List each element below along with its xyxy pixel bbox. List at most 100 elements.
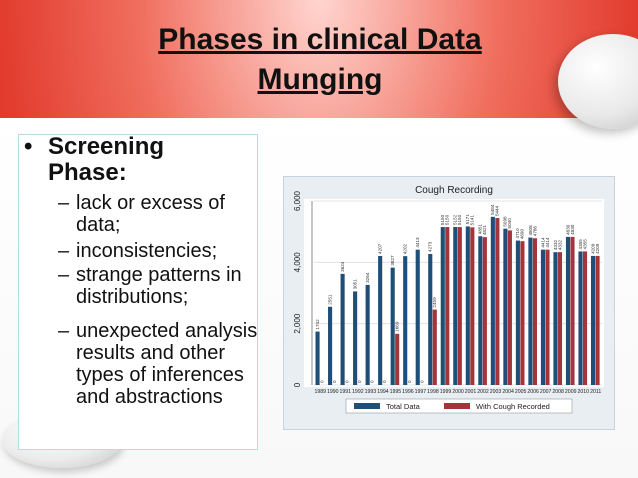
x-tick-label: 2003 — [490, 389, 502, 395]
data-label: 4207 — [377, 243, 382, 254]
bar-total-2005 — [515, 240, 520, 385]
data-label: 5444 — [495, 205, 500, 216]
bar-total-1992 — [353, 291, 358, 385]
bar-cough-2003 — [495, 218, 500, 385]
data-label: 3827 — [390, 255, 395, 266]
bar-total-1989 — [315, 331, 320, 385]
sub-item-text: lack or excess of data; — [76, 192, 225, 236]
data-label: 4355 — [578, 239, 583, 250]
slide-title: Phases in clinical Data Munging — [100, 20, 540, 100]
x-tick-label: 1990 — [327, 389, 339, 395]
data-label: 0 — [357, 380, 362, 383]
data-label: 4332 — [553, 239, 558, 250]
bar-total-2006 — [528, 237, 533, 385]
sub-dash: – — [58, 264, 70, 286]
y-tick-label: 0 — [293, 382, 302, 387]
data-label: 3051 — [352, 279, 357, 290]
data-label: 4414 — [540, 237, 545, 248]
data-label: 5141 — [470, 215, 475, 226]
sub-item-text: strange patterns in distributions; — [76, 264, 242, 308]
slide-title-line-2: Munging — [257, 63, 383, 96]
sub-dash: – — [58, 320, 70, 342]
data-label: 4209 — [595, 243, 600, 254]
bar-cough-1999 — [445, 227, 450, 385]
bar-cough-2011 — [595, 255, 600, 385]
bar-total-1997 — [415, 249, 420, 385]
bar-total-2002 — [478, 236, 483, 385]
data-label: 5150 — [457, 214, 462, 225]
x-tick-label: 1994 — [377, 389, 389, 395]
data-label: 0 — [332, 380, 337, 383]
data-label: 5040 — [507, 218, 512, 229]
bar-total-2004 — [503, 228, 508, 385]
bar-cough-2006 — [532, 238, 537, 385]
x-tick-label: 1999 — [440, 389, 452, 395]
bar-total-2011 — [590, 255, 596, 385]
data-label: 2459 — [432, 297, 437, 308]
bar-total-1993 — [365, 284, 370, 385]
data-label: 1669 — [395, 321, 400, 332]
bar-total-2009 — [565, 236, 571, 385]
bar-cough-1995 — [395, 333, 400, 385]
data-label: 5152 — [453, 214, 458, 225]
bar-total-1991 — [340, 273, 345, 385]
bar-total-2007 — [540, 249, 546, 385]
legend-swatch-cough — [444, 403, 470, 409]
data-label: 3624 — [340, 261, 345, 272]
x-tick-label: 2005 — [515, 389, 527, 395]
data-label: 4786 — [532, 226, 537, 237]
x-tick-label: 2002 — [477, 389, 489, 395]
sub-dash: – — [58, 240, 70, 262]
bar-total-2010 — [578, 251, 583, 385]
data-label: 4830 — [570, 224, 575, 235]
content-box — [18, 134, 258, 450]
sub-item-text: inconsistencies; — [76, 240, 218, 262]
pill-decoration-top — [558, 34, 638, 129]
bar-cough-2001 — [470, 227, 475, 385]
bar-cough-2009 — [570, 236, 575, 385]
y-tick-label: 6,000 — [293, 190, 302, 211]
data-label: 0 — [344, 380, 349, 383]
data-label: 4830 — [565, 224, 570, 235]
data-label: 4690 — [520, 229, 525, 240]
bar-cough-2010 — [582, 251, 588, 385]
data-label: 2551 — [327, 294, 332, 305]
slide-title-line-1: Phases in clinical Data — [158, 23, 482, 56]
data-label: 5171 — [465, 214, 470, 225]
bar-cough-2000 — [457, 227, 462, 385]
bullet-dot: • — [24, 133, 33, 160]
bar-total-1998 — [428, 253, 433, 385]
x-tick-label: 1993 — [365, 389, 377, 395]
x-tick-label: 2011 — [590, 389, 601, 395]
data-label: 1742 — [315, 319, 320, 330]
data-label: 0 — [420, 380, 425, 383]
bar-total-2001 — [465, 226, 470, 385]
data-label: 0 — [407, 380, 412, 383]
data-label: 4209 — [590, 243, 595, 254]
bar-cough-2007 — [545, 249, 550, 385]
bullet-heading: Screening Phase: — [48, 133, 165, 186]
bar-total-2000 — [453, 227, 458, 385]
bar-cough-2004 — [507, 230, 512, 385]
chart-panel: Cough Recording 0 2,000 4,000 6,000 1742 0 25… — [283, 176, 615, 430]
bar-total-1994 — [378, 255, 383, 385]
data-label: 4414 — [545, 237, 550, 248]
data-label: 0 — [382, 380, 387, 383]
data-label: 4355 — [582, 239, 587, 250]
legend-label-total: Total Data — [386, 402, 421, 411]
legend-swatch-total — [354, 403, 380, 409]
data-label: 4413 — [415, 237, 420, 248]
data-label: 5484 — [490, 204, 495, 215]
data-label: 4273 — [428, 241, 433, 252]
data-label: 4202 — [403, 243, 408, 254]
bar-cough-2008 — [557, 252, 563, 385]
data-label: 4710 — [515, 228, 520, 239]
bar-total-2008 — [553, 252, 558, 385]
x-tick-label: 2010 — [577, 389, 589, 395]
data-label: 5150 — [440, 214, 445, 225]
x-tick-label: 1996 — [402, 389, 414, 395]
bar-total-1996 — [403, 256, 408, 385]
x-tick-label: 1991 — [340, 389, 352, 395]
x-tick-label: 2006 — [527, 389, 539, 395]
x-tick-label: 2008 — [552, 389, 564, 395]
